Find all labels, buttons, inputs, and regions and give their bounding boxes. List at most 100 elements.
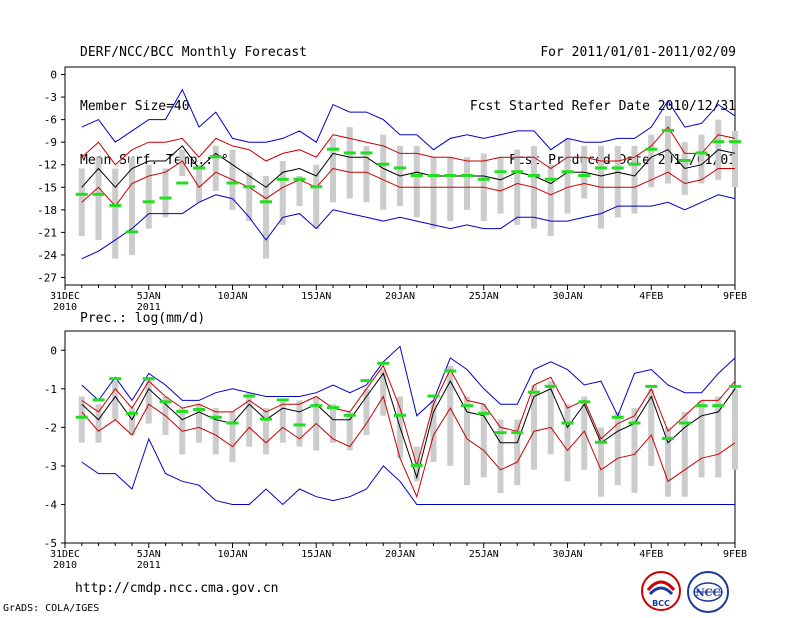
- panel1-box: [162, 168, 169, 218]
- panel2-observed-mark: [662, 436, 674, 440]
- panel1-observed-mark: [126, 230, 138, 234]
- panel2-observed-mark: [75, 415, 88, 419]
- panel1-observed-mark: [75, 192, 88, 196]
- panel1-xtick-label: 4FEB: [639, 291, 663, 302]
- panel2-min-line: [81, 437, 735, 506]
- panel1-observed-mark: [310, 185, 323, 189]
- panel1-observed-mark: [511, 170, 524, 174]
- panel2-box: [547, 381, 554, 455]
- panel1-observed-mark: [729, 140, 741, 144]
- panel1-box: [447, 157, 454, 222]
- panel2-ytick-label: -1: [44, 383, 57, 396]
- start-date: Fcst Started Refer Date 2010/12/31: [469, 99, 736, 114]
- panel1-observed-mark: [477, 177, 490, 181]
- panel2-upper-line: [81, 364, 736, 468]
- panel1-ytick-label: 0: [50, 69, 57, 82]
- panel2-xtick-label: 5JAN: [137, 549, 161, 560]
- panel2-box: [598, 427, 604, 497]
- panel2-observed-mark: [477, 411, 490, 415]
- panel2-box: [263, 408, 269, 455]
- panel1-observed-mark: [427, 174, 440, 177]
- panel2-box: [514, 419, 521, 486]
- panel2-box: [732, 388, 738, 470]
- panel2-box: [497, 419, 504, 493]
- panel1-observed-mark: [377, 162, 390, 166]
- panel2-xtick-label: 30JAN: [552, 549, 582, 560]
- panel1-xtick-label: 25JAN: [469, 291, 499, 302]
- panel1-box: [95, 157, 102, 240]
- panel2-observed-mark: [678, 421, 691, 425]
- panel2-observed-mark: [628, 421, 641, 425]
- panel1-observed-mark: [226, 181, 239, 185]
- panel1-observed-mark: [343, 151, 356, 155]
- member-size: Member Size=40: [80, 99, 190, 114]
- panel2-box: [614, 411, 621, 486]
- panel2-ytick-label: -2: [44, 421, 57, 434]
- panel1-observed-mark: [209, 155, 222, 159]
- panel1-box: [346, 127, 353, 199]
- panel2-box: [129, 408, 135, 436]
- panel2-box: [681, 411, 688, 497]
- panel2-observed-mark: [310, 404, 323, 408]
- panel1-min-line: [81, 194, 736, 260]
- panel1-ytick-label: -21: [37, 226, 57, 239]
- panel1-observed-mark: [578, 174, 591, 177]
- panel1-ytick-label: -27: [37, 271, 57, 284]
- panel2-box: [279, 400, 286, 443]
- panel2-observed-mark: [226, 421, 239, 425]
- panel1-box: [514, 149, 521, 225]
- panel2-box: [665, 427, 671, 497]
- panel2-observed-mark: [260, 417, 272, 421]
- panel1-observed-mark: [109, 204, 122, 208]
- bcc-logo: BCC: [641, 571, 681, 611]
- panel2-observed-mark: [444, 369, 457, 373]
- panel2-box: [480, 404, 487, 478]
- panel1-observed-mark: [712, 140, 725, 144]
- panel1-xtick-label: 5JAN: [137, 291, 161, 302]
- panel1-ytick-label: -24: [37, 249, 57, 262]
- panel1-box: [296, 176, 303, 207]
- panel1-box: [263, 176, 269, 259]
- panel1-observed-mark: [92, 192, 105, 196]
- panel2-box: [447, 365, 454, 466]
- panel1-ytick-label: -6: [44, 114, 57, 127]
- panel1-ytick-label: -18: [37, 204, 57, 217]
- panel2-box: [212, 408, 219, 455]
- panel2-box: [581, 396, 588, 470]
- footer-url[interactable]: http://cmdp.ncc.cma.gov.cn: [75, 581, 279, 596]
- panel2-observed-mark: [377, 361, 390, 365]
- panel2-observed-mark: [343, 413, 356, 417]
- panel1-mean-line: [81, 145, 736, 189]
- panel2-xtick-label: 10JAN: [217, 549, 247, 560]
- panel2-observed-mark: [142, 377, 155, 381]
- panel2-observed-mark: [511, 431, 524, 435]
- panel2-xtick-sublabel: 2011: [137, 560, 161, 571]
- panel1-observed-mark: [176, 181, 189, 185]
- panel2-observed-mark: [494, 431, 507, 435]
- panel2-observed-mark: [159, 400, 172, 404]
- panel2-box: [715, 396, 722, 478]
- panel2-box: [229, 411, 236, 463]
- panel2-max-line: [81, 345, 736, 418]
- panel1-lower-line: [81, 160, 735, 207]
- panel1-observed-mark: [528, 174, 540, 177]
- panel1-xtick-label: 15JAN: [301, 291, 331, 302]
- panel2-observed-mark: [209, 415, 222, 419]
- panel1-xtick-label: 31DEC: [50, 291, 80, 302]
- panel2-box: [430, 400, 437, 463]
- panel1-xtick-label: 9FEB: [723, 291, 747, 302]
- panel1-box: [145, 164, 152, 229]
- panel2-observed-mark: [410, 463, 423, 467]
- panel1-observed-mark: [544, 177, 557, 181]
- panel1-observed-mark: [243, 185, 256, 189]
- panel1-box: [246, 172, 253, 222]
- panel2-box: [564, 404, 571, 482]
- panel1-box: [564, 138, 571, 214]
- panel2-ytick-label: -5: [44, 537, 57, 550]
- panel2-xtick-label: 20JAN: [385, 549, 415, 560]
- panel1-observed-mark: [645, 147, 658, 151]
- bcc-logo-text: BCC: [652, 599, 670, 608]
- panel1-box: [78, 168, 85, 237]
- panel2-box: [464, 396, 470, 486]
- panel1-box: [631, 145, 638, 214]
